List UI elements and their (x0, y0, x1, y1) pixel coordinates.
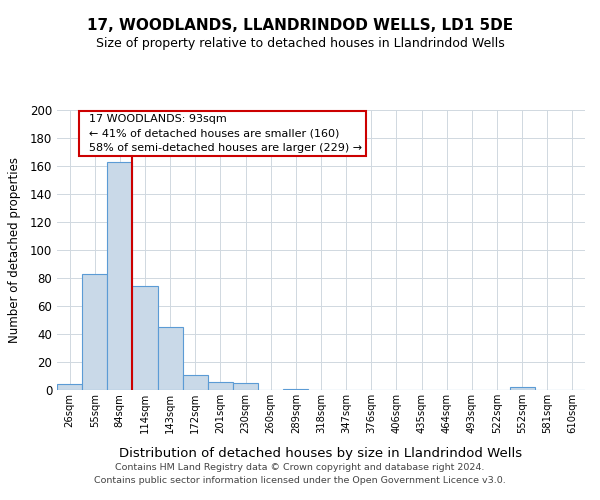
Bar (283, 388, 308, 390)
Text: Size of property relative to detached houses in Llandrindod Wells: Size of property relative to detached ho… (95, 38, 505, 51)
Bar (107, 162, 133, 390)
Text: 17, WOODLANDS, LLANDRINDOD WELLS, LD1 5DE: 17, WOODLANDS, LLANDRINDOD WELLS, LD1 5D… (87, 18, 513, 32)
Bar (158, 327, 183, 390)
Y-axis label: Number of detached properties: Number of detached properties (8, 157, 22, 343)
Bar (233, 383, 258, 390)
Bar (183, 374, 208, 390)
Text: 17 WOODLANDS: 93sqm
  ← 41% of detached houses are smaller (160)
  58% of semi-d: 17 WOODLANDS: 93sqm ← 41% of detached ho… (82, 114, 362, 153)
Bar (133, 286, 158, 390)
Bar (82, 274, 107, 390)
Bar (57, 384, 82, 390)
Text: Contains HM Land Registry data © Crown copyright and database right 2024.: Contains HM Land Registry data © Crown c… (115, 464, 485, 472)
Text: Contains public sector information licensed under the Open Government Licence v3: Contains public sector information licen… (94, 476, 506, 485)
Bar (509, 387, 535, 390)
Bar (208, 382, 233, 390)
X-axis label: Distribution of detached houses by size in Llandrindod Wells: Distribution of detached houses by size … (119, 447, 523, 460)
